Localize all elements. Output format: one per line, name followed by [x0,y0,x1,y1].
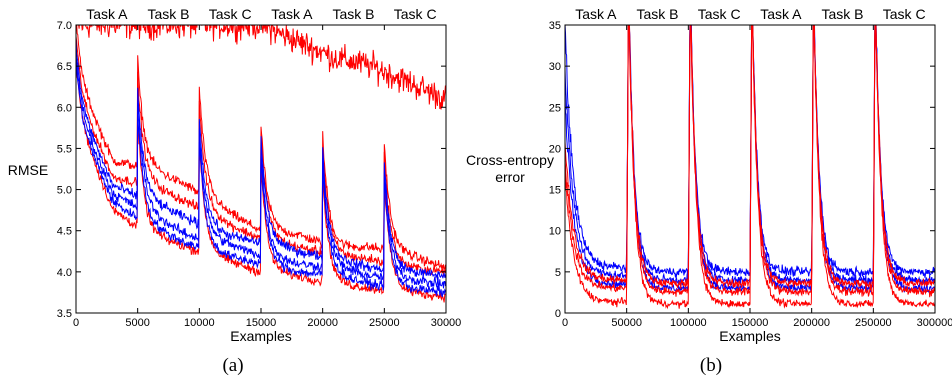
panel-a-caption: (a) [222,355,244,376]
y-tick-label: 20 [549,143,561,155]
task-label: Task A [575,6,617,22]
x-tick-label: 250000 [855,317,892,329]
x-tick-label: 100000 [670,317,707,329]
task-label: Task A [271,6,313,22]
y-tick-label: 10 [549,226,561,238]
task-label: Task C [698,6,741,22]
y-tick-label: 35 [549,20,561,32]
series-line-6 [76,51,446,289]
y-axis-label: error [495,169,525,185]
y-tick-label: 4.5 [57,226,72,238]
y-axis-label: RMSE [8,162,48,178]
x-tick-label: 150000 [732,317,769,329]
series-line-2 [76,25,446,272]
y-axis-label: Cross-entropy [466,152,554,168]
y-tick-label: 0 [555,308,561,320]
panel-b-caption: (b) [699,355,723,376]
task-label: Task A [760,6,802,22]
x-axis-label: Examples [719,328,780,344]
task-label: Task B [332,6,374,22]
y-tick-label: 7.0 [57,20,72,32]
y-tick-label: 6.5 [57,61,72,73]
task-label: Task C [394,6,437,22]
x-tick-label: 50000 [611,317,642,329]
x-axis-label: Examples [230,328,291,344]
x-tick-label: 10000 [184,317,215,329]
y-tick-label: 5.0 [57,185,72,197]
task-label: Task B [147,6,189,22]
panel-a: Task A Task B Task C Task A Task B Task C 0 500… [8,6,462,344]
series-line-5 [76,37,446,280]
task-label: Task A [86,6,128,22]
task-label: Task B [821,6,863,22]
y-tick-label: 15 [549,185,561,197]
y-tick-label: 25 [549,102,561,114]
panel-b: Task A Task B Task C Task A Task B Task C 0 500… [466,6,952,344]
y-tick-label: 5 [555,267,561,279]
y-tick-label: 5.5 [57,143,72,155]
x-tick-label: 0 [73,317,79,329]
x-tick-label: 0 [562,317,568,329]
x-tick-label: 20000 [307,317,338,329]
task-label: Task C [883,6,926,22]
task-label: Task C [209,6,252,22]
y-tick-label: 30 [549,61,561,73]
y-tick-label: 4.0 [57,267,72,279]
x-tick-label: 200000 [793,317,830,329]
series-line-6 [565,25,935,310]
series-line-3 [76,36,446,277]
series-line-7 [76,56,446,298]
y-tick-label: 3.5 [57,308,72,320]
series-line-1 [78,25,446,110]
x-tick-label: 30000 [431,317,462,329]
x-tick-label: 15000 [246,317,277,329]
x-tick-label: 300000 [917,317,952,329]
y-tick-label: 6.0 [57,102,72,114]
x-tick-label: 5000 [125,317,149,329]
task-label: Task B [636,6,678,22]
series-group [565,25,935,310]
series-group [76,25,446,303]
x-tick-label: 25000 [369,317,400,329]
